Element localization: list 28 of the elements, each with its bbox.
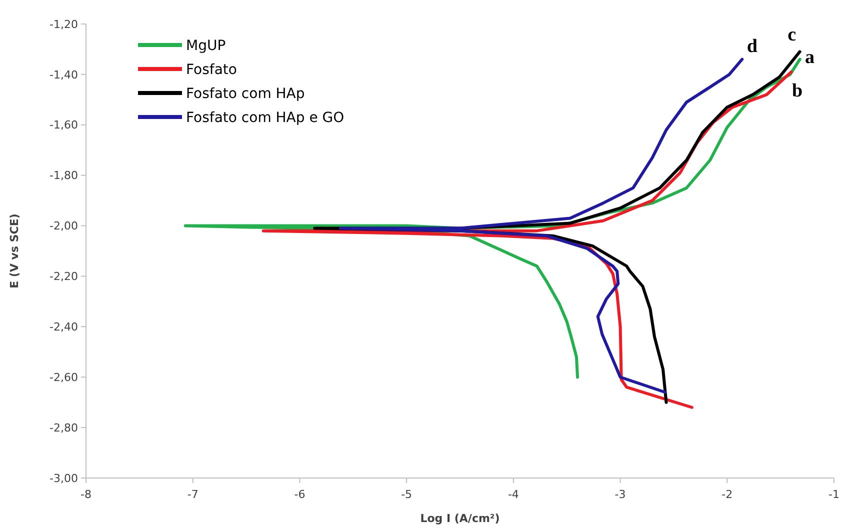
y-tick-label: -3,00 xyxy=(50,472,78,485)
y-tick-label: -2,40 xyxy=(50,320,78,334)
x-tick-label: -8 xyxy=(80,488,92,501)
legend-label: Fosfato com HAp e GO xyxy=(186,110,344,126)
x-tick-label: -7 xyxy=(187,488,198,501)
x-tick-label: -6 xyxy=(294,488,306,501)
y-tick-label: -2,20 xyxy=(50,270,78,284)
annotation: c xyxy=(788,24,796,46)
legend-label: MgUP xyxy=(186,38,226,54)
x-tick-label: -5 xyxy=(401,488,412,501)
annotation: d xyxy=(746,36,758,57)
x-tick-label: -1 xyxy=(828,488,840,501)
x-tick-label: -4 xyxy=(508,488,519,501)
x-tick-label: -2 xyxy=(722,488,733,501)
x-axis-title: Log I (A/cm²) xyxy=(420,512,500,525)
y-tick-label: -2,00 xyxy=(50,220,78,233)
y-tick-label: -2,80 xyxy=(50,421,78,434)
y-tick-label: -2,60 xyxy=(50,370,78,384)
legend-label: Fosfato com HAp xyxy=(186,86,305,102)
y-axis-title: E (V vs SCE) xyxy=(8,214,21,288)
y-tick-label: -1,60 xyxy=(50,118,78,132)
legend-label: Fosfato xyxy=(186,62,237,78)
y-tick-label: -1,20 xyxy=(50,18,78,31)
annotation: a xyxy=(805,46,816,68)
x-tick-label: -3 xyxy=(614,488,626,501)
y-tick-label: -1,40 xyxy=(50,68,78,82)
annotation: b xyxy=(792,80,803,102)
y-tick-label: -1,80 xyxy=(50,169,78,182)
